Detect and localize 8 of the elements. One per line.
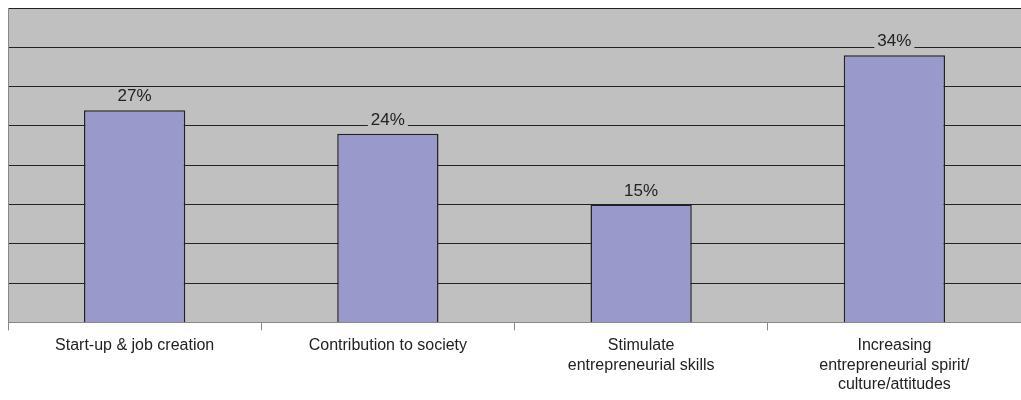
- data-label: 34%: [877, 31, 912, 51]
- x-tick-label: Stimulate entrepreneurial skills: [567, 336, 715, 373]
- data-label: 15%: [624, 180, 659, 200]
- x-tick-label: Increasing entrepreneurial spirit/ culture/attitudes: [819, 336, 971, 392]
- x-tick-label: Start-up & job creation: [55, 336, 215, 354]
- data-label: 27%: [117, 86, 152, 106]
- x-tick-label: Contribution to society: [308, 336, 468, 354]
- data-label: 24%: [370, 109, 405, 129]
